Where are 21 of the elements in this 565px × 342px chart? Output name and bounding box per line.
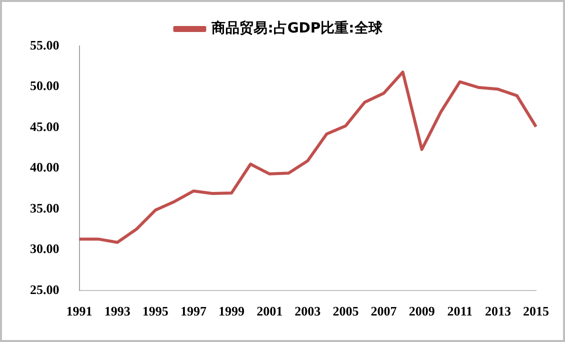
y-tick-label: 40.00 xyxy=(30,160,60,175)
x-tick-label: 1991 xyxy=(66,304,92,319)
y-tick-label: 35.00 xyxy=(30,200,60,216)
legend-label: 商品贸易:占GDP比重:全球 xyxy=(210,20,384,37)
y-tick-label: 55.00 xyxy=(30,37,60,52)
x-tick-label: 1995 xyxy=(142,304,169,319)
x-tick-label: 1993 xyxy=(104,304,131,319)
x-tick-label: 2003 xyxy=(294,304,322,319)
x-tick-label: 1999 xyxy=(218,304,245,319)
x-tick-label: 2005 xyxy=(332,304,360,319)
x-tick-label: 2011 xyxy=(447,304,473,319)
y-tick-label: 30.00 xyxy=(30,241,60,256)
y-tick-label: 50.00 xyxy=(30,78,60,94)
x-tick-label: 2007 xyxy=(370,304,398,319)
x-tick-label: 2009 xyxy=(408,304,436,319)
y-tick-label: 25.00 xyxy=(30,282,60,297)
x-tick-label: 2001 xyxy=(256,304,283,319)
y-tick-label: 45.00 xyxy=(30,118,60,134)
x-tick-label: 1997 xyxy=(180,304,207,319)
x-tick-label: 2015 xyxy=(523,304,550,319)
x-tick-label: 2013 xyxy=(484,304,512,319)
